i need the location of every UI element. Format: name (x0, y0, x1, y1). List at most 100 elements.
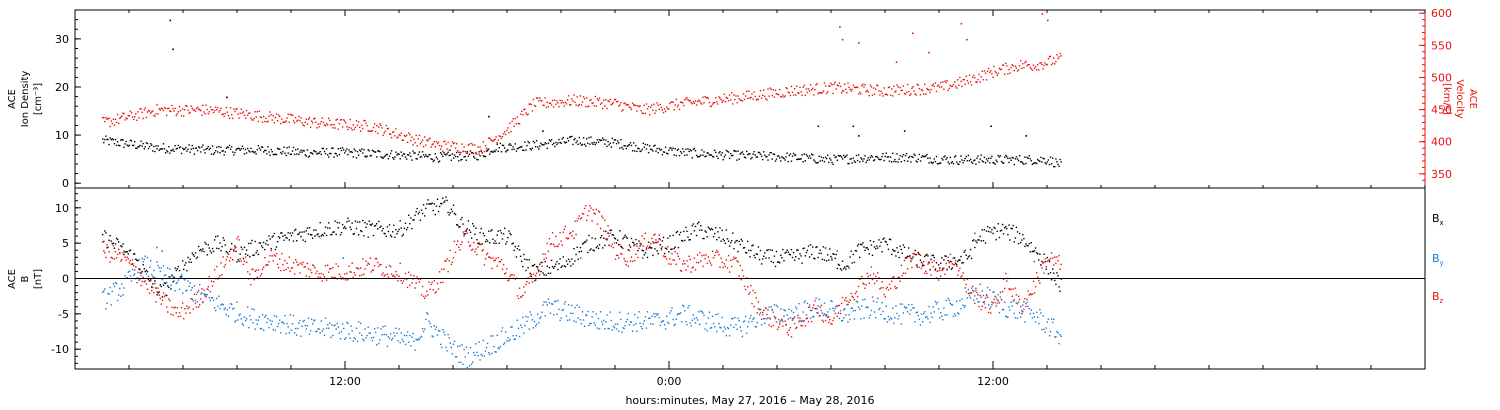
velocity-point (1010, 67, 1012, 69)
field-point-bx (157, 292, 159, 294)
velocity-point (388, 133, 391, 135)
velocity-point (752, 98, 754, 100)
velocity-point (882, 95, 884, 97)
density-point (749, 153, 751, 155)
field-point-bx (792, 251, 795, 254)
density-point (575, 141, 577, 144)
density-point (558, 138, 560, 141)
field-point-bx (327, 227, 329, 229)
velocity-point (440, 148, 442, 150)
density-point (1023, 163, 1025, 165)
density-point (583, 143, 586, 145)
velocity-point (418, 134, 421, 136)
field-point-by (900, 323, 902, 325)
field-point-bx (1023, 237, 1025, 240)
velocity-point (335, 119, 337, 121)
field-point-bz (989, 308, 991, 310)
field-point-by (952, 315, 955, 317)
density-point (993, 162, 995, 164)
velocity-point (976, 81, 978, 83)
field-point-bz (213, 269, 216, 271)
field-point-bz (292, 262, 295, 264)
velocity-point (368, 130, 370, 132)
velocity-point (804, 94, 806, 96)
velocity-point (746, 90, 748, 92)
velocity-point (1020, 60, 1022, 62)
density-point (425, 154, 427, 156)
density-point (130, 140, 133, 142)
velocity-point (545, 106, 547, 109)
field-point-bz (941, 269, 943, 271)
density-point (711, 155, 714, 158)
field-point-bx (489, 242, 491, 244)
velocity-point (835, 88, 837, 90)
field-point-bz (379, 263, 381, 266)
velocity-point (1047, 58, 1050, 60)
density-point (250, 147, 252, 150)
density-point (519, 146, 522, 148)
density-point (1042, 157, 1044, 159)
field-point-by (161, 278, 164, 281)
field-point-bx (275, 246, 278, 248)
velocity-point (734, 98, 736, 101)
velocity-point (433, 141, 435, 143)
density-point (473, 155, 475, 158)
field-point-bz (850, 292, 852, 295)
density-point (699, 155, 701, 158)
density-point (578, 136, 580, 139)
velocity-point (406, 141, 409, 143)
field-point-bz (594, 213, 596, 215)
velocity-point (877, 84, 879, 87)
velocity-point (105, 117, 107, 119)
density-point (618, 142, 620, 144)
field-point-by (828, 316, 830, 318)
field-point-bx (309, 234, 312, 236)
field-point-bz (242, 263, 245, 266)
density-point (695, 154, 698, 157)
density-point (661, 154, 664, 156)
velocity-point (449, 149, 451, 151)
velocity-point (555, 103, 557, 105)
density-point (764, 154, 766, 156)
field-point-bx (703, 237, 705, 240)
velocity-point (323, 124, 326, 126)
velocity-point (484, 145, 487, 147)
field-point-bx (880, 241, 882, 243)
field-point-bz (295, 259, 297, 261)
field-point-bz (323, 276, 326, 278)
field-point-bz (368, 263, 370, 265)
field-point-bx (532, 265, 535, 267)
density-point (156, 148, 158, 150)
field-point-bz (578, 215, 580, 217)
field-point-by (433, 325, 435, 327)
field-point-bx (245, 249, 248, 251)
field-point-by (589, 322, 591, 325)
field-point-bx (978, 239, 980, 241)
velocity-point (831, 84, 833, 86)
velocity-point (575, 104, 577, 106)
field-point-bx (518, 249, 521, 251)
field-point-bz (615, 254, 618, 256)
field-point-bx (274, 248, 277, 251)
density-point (209, 147, 212, 149)
density-point (716, 155, 718, 157)
density-point (171, 149, 173, 152)
field-point-bz (364, 268, 366, 270)
field-point-bx (565, 260, 568, 262)
field-point-bz (446, 258, 448, 260)
field-point-by (392, 337, 394, 340)
field-point-bx (450, 208, 452, 210)
field-point-bz (994, 295, 996, 298)
field-point-bx (947, 260, 949, 262)
velocity-point (296, 120, 298, 122)
field-point-bz (322, 273, 325, 276)
field-point-bx (244, 253, 247, 255)
field-point-bx (637, 249, 639, 252)
field-point-bx (572, 263, 574, 265)
field-point-bz (238, 239, 240, 241)
density-point (760, 155, 763, 157)
field-point-bz (958, 270, 960, 272)
velocity-point (227, 114, 230, 117)
field-point-bz (635, 253, 637, 255)
field-point-by (126, 277, 128, 279)
